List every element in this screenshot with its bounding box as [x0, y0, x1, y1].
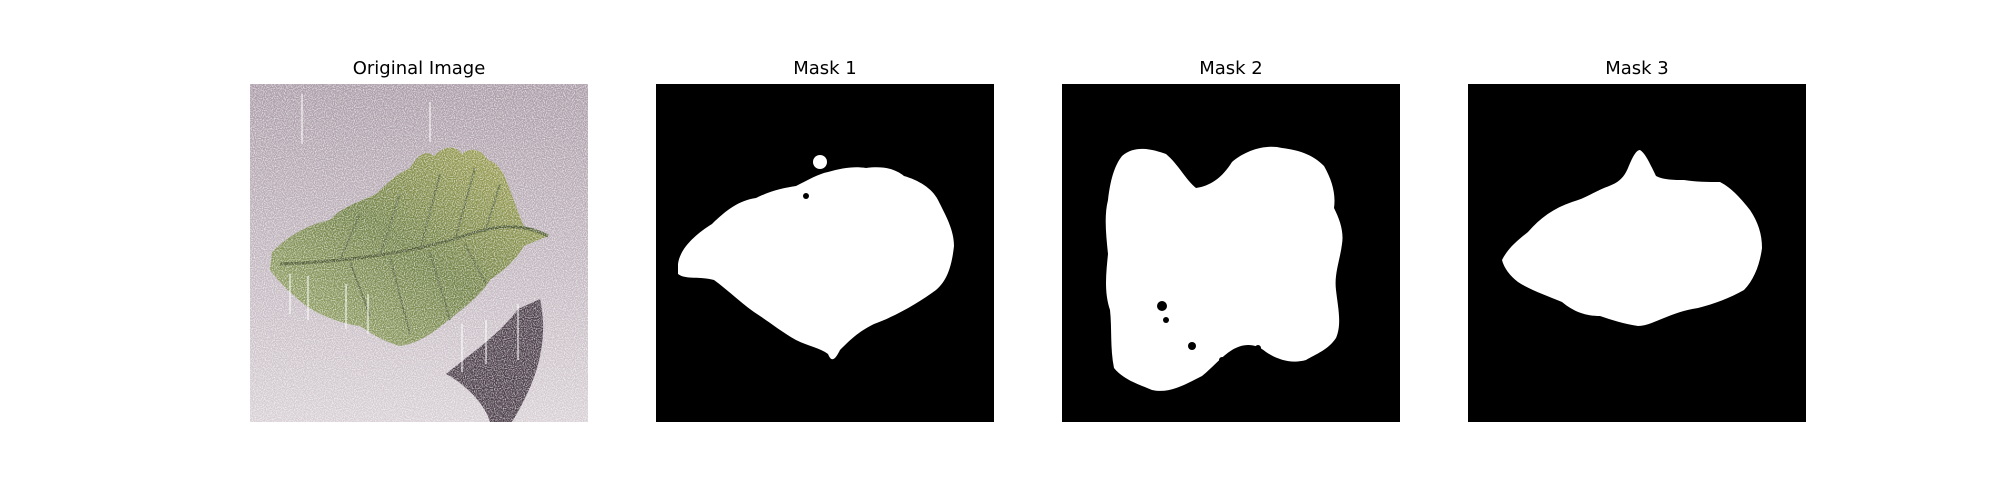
- mask-1-image: [656, 84, 994, 422]
- mask-3-region: [1502, 150, 1762, 326]
- mask-1-blob-small: [803, 193, 809, 199]
- original-image-title: Original Image: [352, 58, 486, 79]
- mask-1-title: Mask 1: [793, 58, 857, 79]
- mask-3-title: Mask 3: [1605, 58, 1669, 79]
- streak-lines: [289, 94, 519, 372]
- mask-1-blob: [813, 155, 827, 169]
- mask-3-image: [1468, 84, 1806, 422]
- mask-2-region: [1105, 146, 1343, 391]
- noise-overlay: [250, 84, 588, 422]
- original-leaf-image: [250, 84, 588, 422]
- mask-2-image: [1062, 84, 1400, 422]
- mask-1-region: [678, 167, 954, 360]
- mask-2-holes: [1157, 301, 1261, 363]
- mask-2-title: Mask 2: [1199, 58, 1263, 79]
